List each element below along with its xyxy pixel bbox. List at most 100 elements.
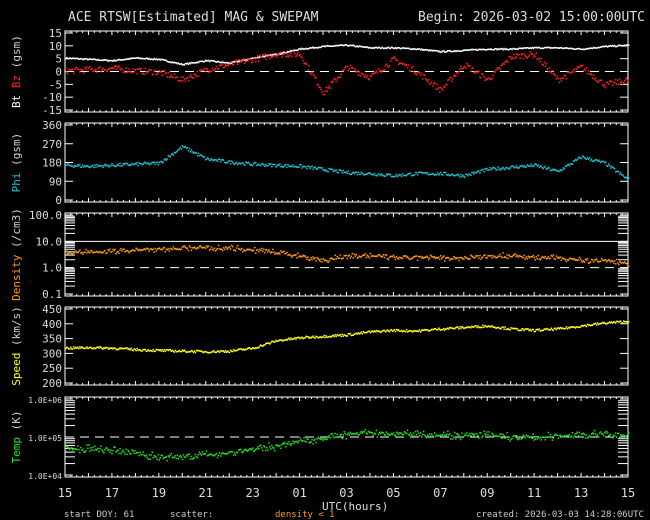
- data-point-speed: [134, 348, 136, 351]
- data-point-speed: [497, 326, 499, 329]
- data-point-density: [254, 246, 256, 249]
- data-point-speed: [82, 347, 84, 349]
- data-point-bz: [454, 74, 456, 76]
- data-point-phi: [622, 175, 625, 178]
- data-point-phi: [114, 165, 116, 167]
- data-point-density: [610, 259, 613, 262]
- data-point-density: [396, 257, 399, 260]
- data-point-speed: [345, 335, 347, 337]
- data-point-temp: [498, 435, 500, 438]
- data-point-temp: [584, 437, 587, 439]
- data-point-density: [380, 255, 383, 258]
- data-point-bt: [300, 48, 302, 51]
- data-point-bt: [355, 45, 358, 48]
- data-point-bz: [556, 75, 559, 78]
- data-point-bt: [97, 58, 99, 61]
- data-point-density: [324, 259, 326, 262]
- data-point-speed: [368, 330, 371, 333]
- data-point-bz: [569, 72, 572, 75]
- data-point-phi: [566, 164, 569, 166]
- data-point-bt: [139, 57, 141, 59]
- data-point-density: [466, 257, 468, 259]
- data-point-bz: [534, 55, 537, 58]
- data-point-bz: [524, 55, 526, 57]
- data-point-bz: [364, 74, 367, 76]
- data-point-phi: [72, 165, 74, 168]
- data-point-temp: [457, 433, 459, 436]
- data-point-phi: [601, 160, 604, 163]
- data-point-speed: [314, 337, 316, 339]
- data-point-phi: [156, 161, 158, 164]
- data-point-bz: [249, 58, 252, 61]
- data-point-phi: [495, 169, 497, 171]
- data-point-phi: [616, 170, 619, 173]
- data-point-speed: [190, 349, 193, 352]
- data-point-density: [243, 249, 246, 252]
- data-point-bt: [182, 63, 185, 66]
- data-point-phi: [462, 174, 464, 176]
- data-point-speed: [131, 349, 133, 351]
- data-point-temp: [177, 457, 180, 460]
- data-point-phi: [522, 166, 524, 168]
- data-point-bt: [481, 48, 483, 51]
- data-point-temp: [65, 450, 67, 452]
- data-point-density: [184, 246, 187, 249]
- data-point-bt: [458, 50, 460, 52]
- data-point-bz: [167, 71, 170, 74]
- data-point-bt: [272, 53, 274, 56]
- data-point-density: [417, 255, 420, 258]
- data-point-speed: [462, 326, 464, 329]
- data-point-density: [497, 255, 499, 257]
- data-point-phi: [155, 161, 157, 164]
- data-point-bz: [231, 63, 234, 66]
- data-point-temp: [345, 438, 347, 440]
- data-point-bz: [264, 53, 266, 56]
- data-point-bt: [321, 45, 323, 47]
- data-point-speed: [208, 351, 211, 354]
- data-point-phi: [559, 169, 562, 171]
- data-point-speed: [328, 336, 330, 338]
- data-point-bt: [357, 46, 360, 48]
- data-point-bt: [147, 58, 149, 61]
- data-point-density: [206, 246, 209, 248]
- data-point-phi: [116, 164, 118, 167]
- data-point-phi: [305, 166, 307, 168]
- data-point-temp: [246, 450, 249, 452]
- data-point-temp: [466, 432, 468, 434]
- data-point-density: [465, 256, 467, 259]
- data-point-temp: [257, 445, 259, 448]
- data-point-phi: [181, 144, 184, 147]
- data-point-bz: [618, 78, 621, 80]
- data-point-density: [257, 249, 259, 251]
- data-point-temp: [366, 433, 369, 435]
- data-point-bt: [374, 46, 377, 49]
- data-point-bz: [512, 58, 514, 60]
- data-point-bz: [508, 56, 510, 58]
- data-point-temp: [514, 435, 516, 438]
- data-point-speed: [453, 328, 455, 330]
- data-point-temp: [75, 448, 77, 450]
- data-point-phi: [419, 171, 422, 173]
- data-point-density: [330, 257, 332, 259]
- data-point-phi: [409, 172, 412, 175]
- data-point-bt: [243, 59, 246, 61]
- data-point-temp: [190, 455, 193, 458]
- data-point-bz: [602, 85, 605, 88]
- data-point-speed: [188, 351, 191, 353]
- data-point-bt: [400, 47, 403, 50]
- data-point-bt: [602, 45, 605, 48]
- data-point-speed: [71, 348, 73, 350]
- data-point-bt: [621, 45, 624, 47]
- data-point-bz: [415, 73, 418, 76]
- data-point-phi: [236, 163, 239, 166]
- data-point-bt: [393, 47, 396, 50]
- data-point-bz: [529, 51, 531, 53]
- data-point-bz: [280, 51, 282, 54]
- data-point-speed: [545, 328, 548, 330]
- data-point-bz: [333, 77, 335, 80]
- y-axis-label: Density (/cm3): [10, 208, 23, 301]
- data-point-speed: [611, 322, 614, 324]
- data-point-phi: [147, 162, 149, 164]
- data-point-bt: [525, 47, 527, 49]
- data-point-speed: [110, 347, 112, 350]
